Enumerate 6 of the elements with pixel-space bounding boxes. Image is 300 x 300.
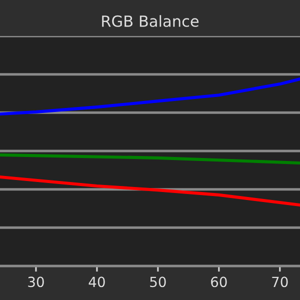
x-tick-label: 60 <box>211 276 227 288</box>
x-tick-label: 30 <box>28 276 44 288</box>
x-tick-label: 40 <box>88 276 105 288</box>
x-tick-label: 50 <box>150 276 166 288</box>
chart-title: RGB Balance <box>102 15 199 27</box>
x-tick-label: 70 <box>272 276 288 288</box>
